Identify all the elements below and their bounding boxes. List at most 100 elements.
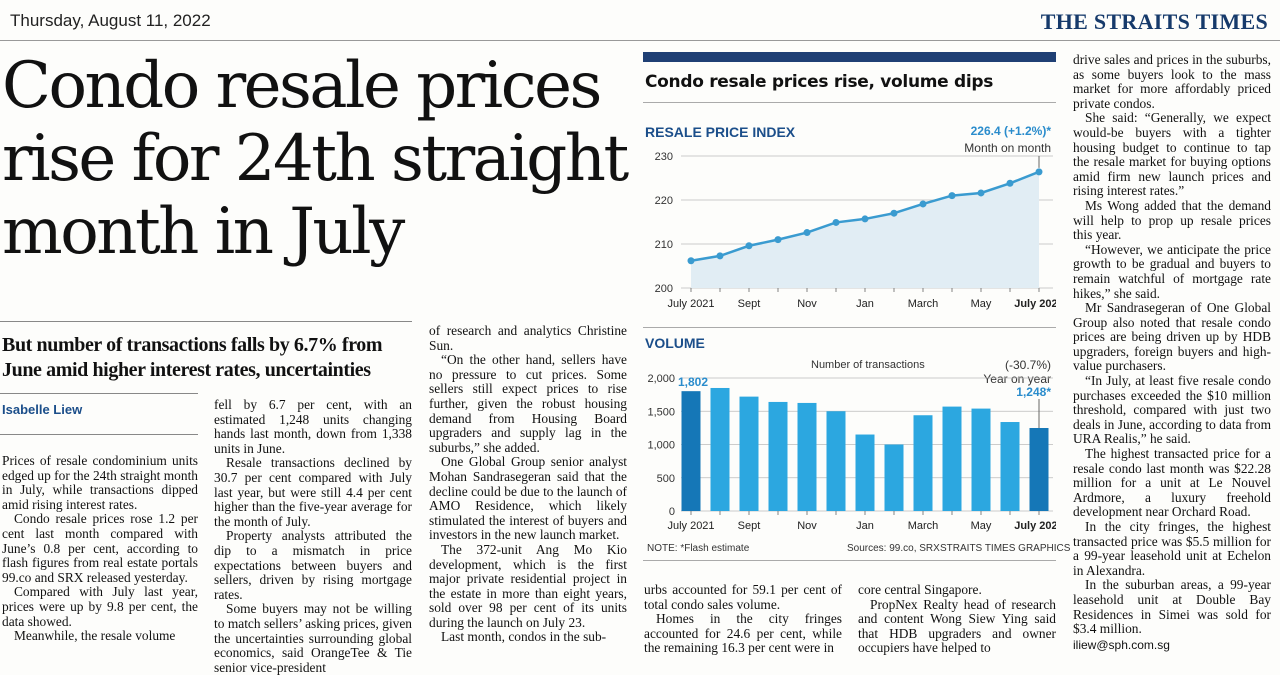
x-tick-label: July 2022	[1014, 298, 1056, 310]
paragraph: “However, we anticipate the price growth…	[1073, 241, 1271, 301]
volume-bar	[1029, 428, 1049, 511]
data-point	[1006, 179, 1014, 187]
y-tick-label: 200	[655, 283, 673, 295]
paragraph: Condo resale prices rose 1.2 per cent la…	[2, 511, 198, 585]
volume-bar	[710, 387, 730, 511]
section-divider	[0, 393, 198, 394]
volume-bar	[913, 415, 933, 511]
byline: Isabelle Liew	[2, 402, 83, 417]
volume-bar	[855, 434, 875, 511]
section-divider	[0, 434, 198, 435]
volume-bar	[971, 408, 991, 511]
subheadline: But number of transactions falls by 6.7%…	[2, 334, 383, 381]
resale-price-index-chart: 200 210 220 230 July 2021 Sept Nov Jan March May J…	[655, 151, 1056, 310]
volume-label: VOLUME	[645, 335, 705, 351]
x-tick-label: Jan	[856, 520, 874, 532]
data-point	[716, 252, 724, 260]
y-tick-label: 210	[655, 239, 673, 251]
paragraph: One Global Group senior analyst Mohan Sa…	[429, 454, 627, 543]
x-tick-label: Sept	[738, 298, 761, 310]
article-column-5: core central Singapore. PropNex Realty h…	[858, 582, 1056, 656]
x-tick-label: Jan	[856, 298, 874, 310]
x-tick-label: Nov	[797, 520, 817, 532]
bar-value-label: 1,802	[678, 375, 708, 389]
y-tick-label: 1,500	[647, 406, 675, 418]
paragraph: Some buyers may not be willing to match …	[214, 601, 412, 675]
paragraph: The highest transacted price for a resal…	[1073, 446, 1271, 520]
masthead-logo: THE STRAITS TIMES	[1040, 9, 1268, 34]
issue-date: Thursday, August 11, 2022	[10, 11, 211, 30]
x-tick-label: May	[971, 298, 992, 310]
paragraph: Mr Sandrasegeran of One Global Group als…	[1073, 300, 1271, 374]
paragraph: In the suburban areas, a 99-year leaseho…	[1073, 577, 1271, 637]
volume-bar-chart: 0 500 1,000 1,500 2,000 1,802 July 2021 Sept Nov…	[647, 373, 1056, 532]
data-point	[803, 229, 811, 237]
paragraph: Ms Wong added that the demand will help …	[1073, 197, 1271, 243]
y-tick-label: 2,000	[647, 373, 675, 385]
header-divider	[0, 40, 1280, 41]
data-point	[977, 189, 985, 197]
x-tick-label: July 2021	[667, 298, 714, 310]
volume-sublabel: Number of transactions	[811, 359, 925, 371]
paragraph: Prices of resale condominium units edged…	[2, 453, 198, 512]
volume-bar	[884, 444, 904, 511]
data-point	[774, 236, 782, 244]
paragraph: The 372-unit Ang Mo Kio development, whi…	[429, 541, 627, 630]
paragraph: fell by 6.7 per cent, with an estimated …	[214, 397, 412, 456]
paragraph: She said: “Generally, we expect would-be…	[1073, 110, 1271, 199]
price-index-callout: 226.4 (+1.2%)*	[970, 124, 1051, 138]
y-tick-label: 230	[655, 151, 673, 163]
paragraph: Property analysts attributed the dip to …	[214, 528, 412, 602]
volume-bar	[797, 402, 817, 511]
data-point	[948, 192, 956, 200]
paragraph: In the city fringes, the highest transac…	[1073, 519, 1271, 578]
volume-bar	[826, 411, 846, 511]
x-tick-label: May	[971, 520, 992, 532]
paragraph: PropNex Realty head of research and cont…	[858, 596, 1056, 656]
data-point	[890, 209, 898, 217]
x-tick-label: July 2022	[1014, 520, 1056, 532]
chart-divider	[643, 560, 1056, 561]
volume-callout-note: Year on year	[983, 372, 1051, 386]
y-tick-label: 1,000	[647, 440, 675, 452]
chart-title: Condo resale prices rise, volume dips	[645, 72, 994, 92]
article-column-1: Prices of resale condominium units edged…	[2, 453, 198, 644]
x-tick-label: July 2021	[667, 520, 714, 532]
headline-line: Condo resale prices	[2, 49, 602, 123]
y-tick-label: 220	[655, 195, 673, 207]
paragraph: core central Singapore.	[858, 582, 982, 597]
y-tick-label: 500	[657, 473, 675, 485]
chart-header-bar	[643, 52, 1056, 62]
area-fill	[691, 171, 1039, 288]
volume-callout-value: 1,248*	[1016, 385, 1051, 399]
paragraph: of research and analytics Christine Sun.	[429, 323, 627, 353]
section-divider	[0, 321, 412, 322]
data-point	[861, 215, 869, 223]
paragraph: Resale transactions declined by 30.7 per…	[214, 455, 412, 529]
chart-sources: Sources: 99.co, SRX	[847, 543, 940, 554]
data-point	[687, 257, 695, 265]
paragraph: Meanwhile, the resale volume	[14, 628, 176, 644]
headline-line: rise for 24th straight	[2, 122, 629, 196]
volume-bar	[681, 391, 701, 511]
x-tick-label: March	[908, 298, 939, 310]
data-point	[745, 242, 753, 250]
chart-divider	[643, 327, 1056, 328]
article-column-3: of research and analytics Christine Sun.…	[429, 323, 627, 645]
x-tick-label: Nov	[797, 298, 817, 310]
chart-credit: STRAITS TIMES GRAPHICS	[940, 543, 1071, 554]
chart-divider	[643, 102, 1056, 103]
paragraph: “In July, at least five resale condo pur…	[1073, 373, 1271, 447]
data-point	[832, 218, 840, 226]
x-tick-label: Sept	[738, 520, 761, 532]
paragraph: Last month, condos in the sub-	[441, 629, 607, 645]
data-point	[1035, 168, 1043, 176]
y-tick-label: 0	[669, 506, 675, 518]
article-column-2: fell by 6.7 per cent, with an estimated …	[214, 397, 412, 675]
volume-bar	[739, 396, 759, 511]
article-column-6: drive sales and prices in the suburbs, a…	[1073, 52, 1271, 637]
paragraph: Homes in the city fringes accounted for …	[644, 611, 842, 656]
headline-line: month in July	[2, 195, 405, 269]
paragraph: urbs accounted for 59.1 per cent of tota…	[644, 582, 842, 612]
paragraph: Compared with July last year, prices wer…	[2, 584, 198, 629]
